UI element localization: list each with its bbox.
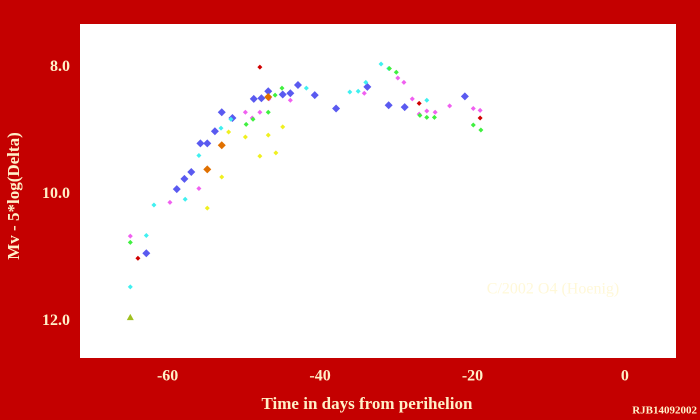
data-point [167, 199, 173, 205]
y-tick-label: 10.0 [42, 185, 70, 202]
data-point [151, 202, 157, 208]
data-point [250, 116, 256, 122]
data-point [127, 284, 133, 290]
watermark: C/2002 O4 (Hoenig) [487, 281, 619, 298]
credit: RJB14092002 [632, 405, 697, 417]
data-point [257, 109, 263, 115]
x-tick-label: 0 [621, 368, 629, 385]
data-point [363, 82, 372, 91]
data-point [243, 121, 249, 127]
data-point [361, 90, 367, 96]
data-point [278, 90, 287, 99]
data-point [203, 139, 212, 148]
data-point [217, 141, 226, 150]
data-point [280, 124, 286, 130]
data-point [196, 185, 202, 191]
data-point [384, 101, 393, 110]
data-point [265, 132, 271, 138]
data-point [272, 92, 278, 98]
y-tick-label: 8.0 [50, 58, 70, 75]
data-point [257, 153, 263, 159]
data-point [332, 104, 341, 113]
data-point [470, 105, 476, 111]
x-tick-label: -40 [309, 368, 330, 385]
data-point [210, 127, 219, 136]
data-point [293, 80, 302, 89]
y-tick-label: 12.0 [42, 312, 70, 329]
data-point [401, 79, 407, 85]
data-point [424, 97, 430, 103]
data-point [143, 232, 149, 238]
data-point [303, 85, 309, 91]
data-point [460, 92, 469, 101]
data-point [417, 112, 423, 118]
data-point [347, 89, 353, 95]
data-point [203, 165, 212, 174]
data-point [126, 313, 134, 321]
data-point [310, 91, 319, 100]
data-point [127, 239, 133, 245]
data-point [257, 64, 263, 70]
y-axis-label: Mv - 5*log(Delta) [4, 132, 23, 259]
plot-area [80, 24, 676, 358]
data-point [424, 114, 430, 120]
data-point [228, 116, 234, 122]
data-point [172, 185, 181, 194]
data-point [386, 65, 392, 71]
data-point [180, 174, 189, 183]
data-point [470, 122, 476, 128]
data-point [424, 108, 430, 114]
data-point [400, 103, 409, 112]
data-point [477, 107, 483, 113]
data-point [219, 174, 225, 180]
data-point [432, 109, 438, 115]
x-tick-label: -20 [462, 368, 483, 385]
data-point [409, 96, 415, 102]
data-point [196, 152, 202, 158]
data-point [182, 196, 188, 202]
x-tick-label: -60 [157, 368, 178, 385]
data-point [257, 94, 266, 103]
x-axis-label: Time in days from perihelion [262, 394, 473, 413]
data-point [204, 205, 210, 211]
data-point [226, 129, 232, 135]
data-point [142, 249, 151, 258]
data-point [279, 85, 285, 91]
data-point [363, 79, 369, 85]
data-point [196, 139, 205, 148]
data-point [447, 103, 453, 109]
data-point [217, 108, 226, 117]
data-point [264, 87, 273, 96]
data-point [127, 233, 133, 239]
data-point [242, 134, 248, 140]
data-point [135, 255, 141, 261]
data-point [249, 94, 258, 103]
data-point [286, 89, 295, 98]
data-point [187, 167, 196, 176]
data-point [393, 69, 399, 75]
data-point [287, 97, 293, 103]
data-point [478, 127, 484, 133]
data-point [265, 109, 271, 115]
data-point [431, 114, 437, 120]
data-point [416, 100, 422, 106]
data-point [273, 150, 279, 156]
data-point [264, 93, 273, 102]
data-point [242, 109, 248, 115]
data-point [378, 61, 384, 67]
data-point [218, 125, 224, 131]
data-point [395, 75, 401, 81]
data-point [355, 88, 361, 94]
data-point [477, 115, 483, 121]
